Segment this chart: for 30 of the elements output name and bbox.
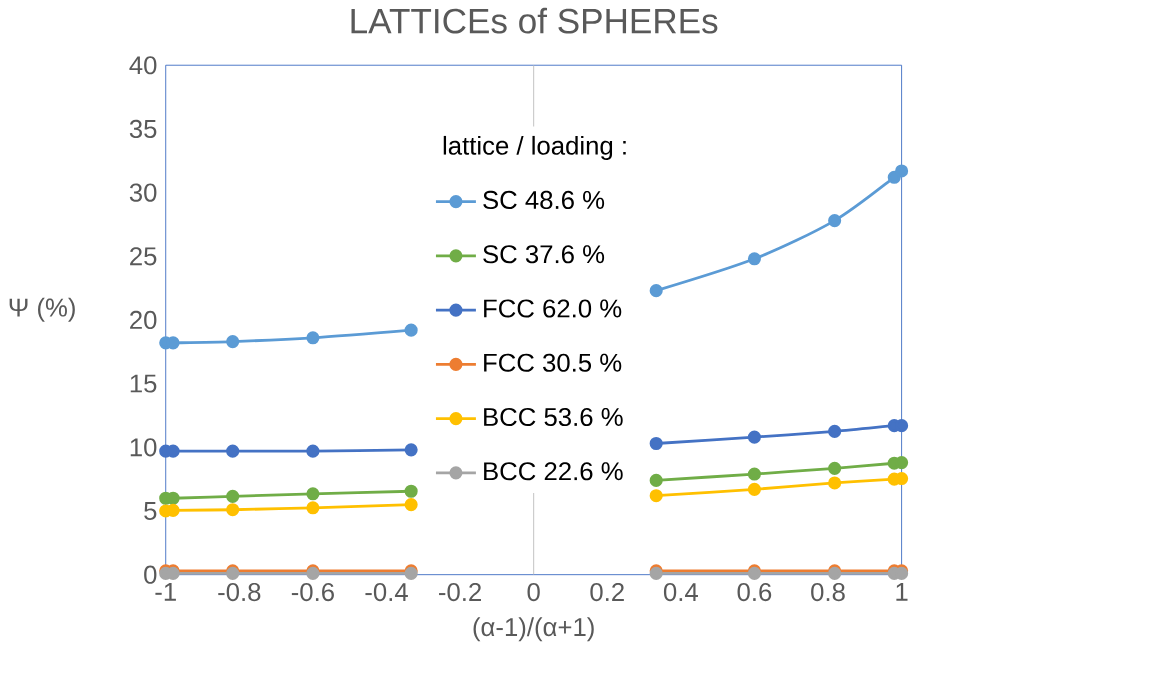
x-tick-label: -0.2: [439, 583, 481, 602]
y-tick-label: 40: [129, 56, 157, 75]
y-tick-label: 0: [144, 565, 157, 585]
x-tick-label: -1: [155, 583, 176, 601]
y-axis-title: Ψ (%): [9, 297, 75, 322]
y-tick-label: 35: [129, 120, 157, 139]
x-tick-label: 0.6: [737, 583, 772, 602]
y-tick-label: 15: [130, 374, 157, 393]
y-tick-label: 10: [130, 438, 157, 457]
y-tick-label: 30: [129, 183, 157, 202]
y-tick-label: 25: [130, 247, 157, 266]
legend-label: FCC 30.5 %: [484, 353, 622, 373]
legend-label: FCC 62.0 %: [484, 299, 622, 318]
x-tick-label: -0.6: [291, 583, 334, 602]
legend-label: BCC 22.6 %: [484, 462, 623, 481]
legend-title: lattice / loading :: [443, 136, 626, 161]
x-tick-label: 0.4: [663, 583, 698, 602]
x-tick-label: 0: [527, 583, 540, 602]
chart-title: LATTICEs of SPHEREs: [351, 8, 718, 34]
legend-label: SC 37.6 %: [483, 245, 605, 264]
x-axis-title: (α-1)/(α+1): [473, 617, 594, 642]
x-tick-label: -0.4: [365, 583, 408, 602]
legend-label: BCC 53.6 %: [484, 408, 623, 427]
y-tick-label: 20: [130, 311, 157, 330]
x-tick-label: 1: [896, 583, 908, 601]
x-tick-label: 0.2: [590, 583, 624, 602]
x-tick-label: -0.8: [218, 583, 261, 602]
legend-label: SC 48.6 %: [483, 191, 605, 210]
y-tick-label: 5: [144, 502, 157, 521]
x-tick-label: 0.8: [811, 583, 845, 602]
